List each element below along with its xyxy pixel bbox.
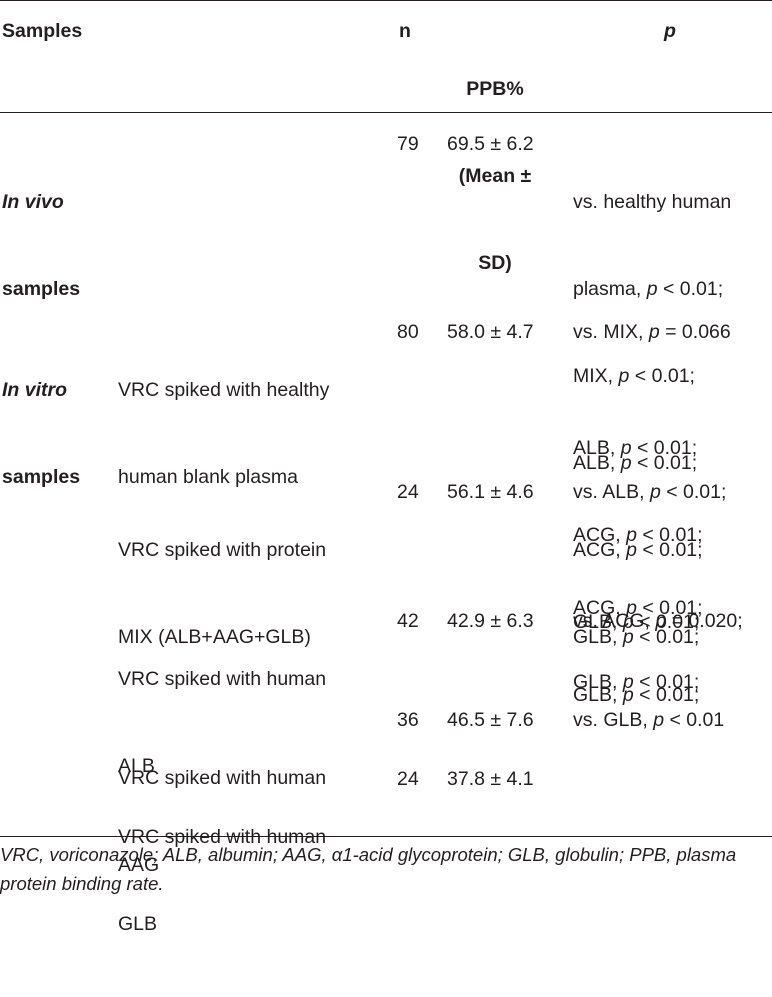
row-alb-p-first: vs. ACG, p = 0.020; (573, 610, 743, 632)
row-glb-ppb: 37.8 ± 4.1 (447, 768, 534, 790)
header-ppb: PPB% (Mean ± SD) (440, 17, 550, 336)
header-samples: Samples (2, 20, 83, 42)
row-aag-ppb: 46.5 ± 7.6 (447, 709, 534, 731)
row-in-vivo-ppb: 69.5 ± 6.2 (447, 133, 534, 155)
group-line-1: In vitro (2, 379, 68, 401)
desc-line: MIX (ALB+AAG+GLB) (118, 626, 311, 648)
row-alb-ppb: 42.9 ± 6.3 (447, 610, 534, 632)
header-ppb-line-3: SD) (478, 252, 512, 274)
desc-line: VRC spiked with protein (118, 539, 327, 561)
p-line: GLB, p < 0.01; (573, 684, 700, 706)
row-mix-p-rest: ACG, p < 0.01; GLB, p < 0.01; (573, 536, 703, 768)
row-healthy-desc: VRC spiked with healthy human blank plas… (118, 318, 329, 550)
row-mix-n: 24 (397, 481, 419, 503)
footnote: VRC, voriconazole; ALB, albumin; AAG, α1… (0, 844, 737, 894)
p-line: ACG, p < 0.01; (573, 524, 703, 546)
row-glb-n: 24 (397, 768, 419, 790)
row-healthy-n: 80 (397, 321, 419, 343)
row-aag-p-first: vs. GLB, p < 0.01 (573, 709, 725, 731)
row-in-vivo-p: vs. healthy human plasma, p < 0.01; MIX,… (573, 130, 731, 710)
header-p: p (664, 20, 676, 42)
row-healthy-p-rest: ALB, p < 0.01; ACG, p < 0.01; GLB, p < 0… (573, 376, 703, 695)
p-line: vs. healthy human (573, 191, 732, 213)
table-document: Samples n PPB% (Mean ± SD) p In vivo sam… (0, 0, 772, 935)
desc-line: AAG (118, 854, 160, 876)
group-line-2: samples (2, 466, 81, 488)
desc-line: human blank plasma (118, 466, 298, 488)
row-healthy-p-first: vs. MIX, p = 0.066 (573, 321, 731, 343)
desc-line: VRC spiked with human (118, 826, 327, 848)
row-alb-n: 42 (397, 610, 419, 632)
row-healthy-ppb: 58.0 ± 4.7 (447, 321, 534, 343)
row-aag-desc: VRC spiked with human AAG (118, 706, 326, 938)
row-alb-p-rest: GLB, p < 0.01; (573, 671, 700, 693)
row-mix-ppb: 56.1 ± 4.6 (447, 481, 534, 503)
desc-line: VRC spiked with healthy (118, 379, 330, 401)
p-line: ALB, p < 0.01; (573, 437, 698, 459)
row-in-vitro-group: In vitro samples (2, 318, 80, 550)
p-line: GLB, p < 0.01; (573, 626, 700, 648)
header-rule (0, 112, 772, 113)
header-n: n (399, 20, 411, 42)
header-ppb-line-1: PPB% (466, 78, 524, 100)
desc-line: ALB (118, 755, 155, 777)
p-line: MIX, p < 0.01; (573, 365, 695, 387)
bottom-rule (0, 836, 772, 837)
p-line: plasma, p < 0.01; (573, 278, 724, 300)
desc-line: VRC spiked with human (118, 767, 327, 789)
row-mix-desc: VRC spiked with protein MIX (ALB+AAG+GLB… (118, 478, 326, 710)
p-line: ACG, p < 0.01; (573, 539, 703, 561)
p-line: ALB, p < 0.01; (573, 452, 698, 474)
header-ppb-line-2: (Mean ± (458, 165, 532, 187)
desc-line: GLB (118, 913, 158, 935)
row-mix-p-first: vs. ALB, p < 0.01; (573, 481, 727, 503)
row-in-vivo-group: In vivo samples (2, 130, 80, 362)
p-line: GLB, p < 0.01; (573, 611, 700, 633)
row-aag-n: 36 (397, 709, 419, 731)
row-in-vivo-n: 79 (397, 133, 419, 155)
top-rule (0, 0, 772, 1)
group-line-1: In vivo (2, 191, 64, 213)
group-line-2: samples (2, 278, 81, 300)
p-line: ACG, p < 0.01; (573, 597, 703, 619)
desc-line: VRC spiked with human (118, 668, 327, 690)
row-alb-desc: VRC spiked with human ALB (118, 607, 326, 839)
